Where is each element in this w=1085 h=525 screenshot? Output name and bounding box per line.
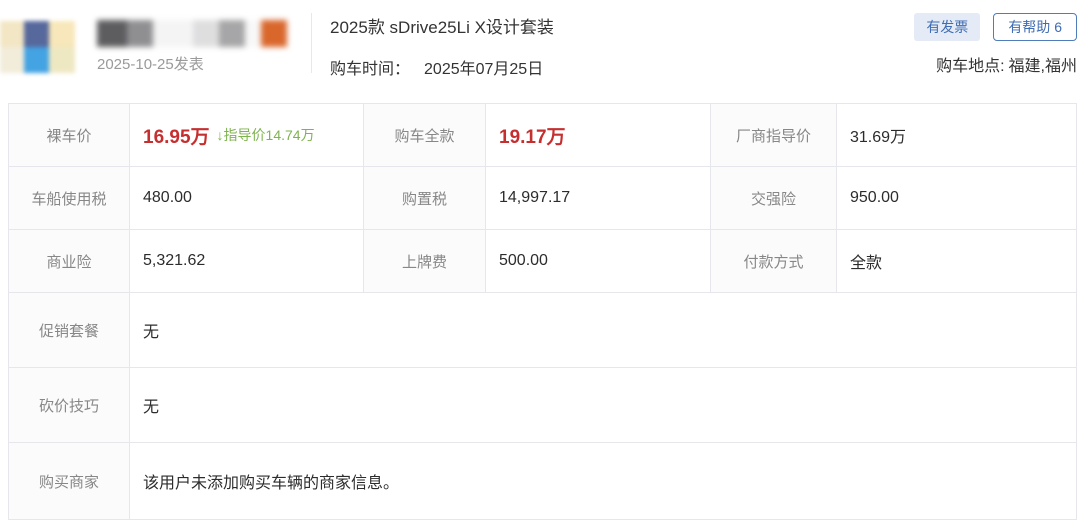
username-blur-block	[127, 20, 153, 47]
username-blur-block	[193, 20, 219, 47]
car-model-title: 2025款 sDrive25Li X设计套装	[330, 18, 554, 37]
username-blurred[interactable]	[97, 20, 287, 47]
purchase-time-line: 购车时间： 2025年07月25日	[330, 55, 554, 79]
purchase-time-label: 购车时间：	[330, 61, 411, 78]
full-payment-price: 19.17万	[499, 126, 566, 148]
label-purchase-tax: 购置税	[364, 167, 486, 230]
value-compulsory-insurance: 950.00	[837, 167, 1076, 230]
guide-price-discount: ↓指导价14.74万	[216, 127, 315, 143]
username-blur-block	[153, 20, 193, 47]
label-bargain-tips: 砍价技巧	[9, 368, 130, 443]
label-dealer: 购买商家	[9, 443, 130, 519]
value-bare-car-price: 16.95万 ↓指导价14.74万	[130, 104, 364, 167]
label-promo-package: 促销套餐	[9, 293, 130, 368]
header-right: 有发票 有帮助 6 购车地点: 福建,福州	[914, 13, 1077, 76]
user-meta: 2025-10-25发表	[97, 20, 287, 74]
avatar-pixel	[49, 47, 75, 73]
invoice-badge: 有发票	[914, 13, 981, 41]
helpful-button[interactable]: 有帮助 6	[993, 13, 1077, 41]
bare-car-price: 16.95万	[143, 126, 210, 148]
username-blur-block	[97, 20, 127, 47]
label-commercial-insurance: 商业险	[9, 230, 130, 293]
value-license-fee: 500.00	[486, 230, 711, 293]
post-date: 2025-10-25发表	[97, 56, 204, 73]
label-vehicle-vessel-tax: 车船使用税	[9, 167, 130, 230]
value-dealer: 该用户未添加购买车辆的商家信息。	[143, 475, 400, 492]
value-bargain-tips: 无	[130, 368, 1076, 443]
label-bare-car-price: 裸车价	[9, 104, 130, 167]
price-table: 裸车价 16.95万 ↓指导价14.74万 购车全款 19.17万 厂商指导价 …	[8, 103, 1077, 520]
avatar-pixel	[0, 21, 24, 47]
avatar-pixel	[49, 21, 75, 47]
label-payment-method: 付款方式	[711, 230, 837, 293]
username-blur-block	[219, 20, 245, 47]
purchase-location-label: 购车地点:	[936, 58, 1005, 75]
avatar-pixel	[0, 47, 24, 73]
avatar-pixel	[24, 21, 49, 47]
header: 2025-10-25发表 2025款 sDrive25Li X设计套装 购车时间…	[0, 0, 1085, 103]
purchase-location-line: 购车地点: 福建,福州	[914, 52, 1077, 76]
value-promo-package: 无	[130, 293, 1076, 368]
user-avatar[interactable]	[0, 21, 75, 73]
value-payment-method: 全款	[837, 230, 1076, 293]
username-badge-block	[261, 20, 287, 47]
value-vehicle-vessel-tax: 480.00	[130, 167, 364, 230]
label-msrp: 厂商指导价	[711, 104, 837, 167]
value-commercial-insurance: 5,321.62	[130, 230, 364, 293]
value-msrp: 31.69万	[837, 104, 1076, 167]
purchase-time-value: 2025年07月25日	[424, 61, 544, 78]
purchase-location-value: 福建,福州	[1008, 58, 1077, 75]
username-blur-block	[245, 20, 261, 47]
label-full-payment: 购车全款	[364, 104, 486, 167]
title-block: 2025款 sDrive25Li X设计套装 购车时间： 2025年07月25日	[330, 13, 554, 79]
value-full-payment: 19.17万	[486, 104, 711, 167]
header-divider	[311, 13, 312, 73]
avatar-pixel	[24, 47, 49, 73]
label-license-fee: 上牌费	[364, 230, 486, 293]
label-compulsory-insurance: 交强险	[711, 167, 837, 230]
value-purchase-tax: 14,997.17	[486, 167, 711, 230]
badge-row: 有发票 有帮助 6	[914, 13, 1077, 41]
